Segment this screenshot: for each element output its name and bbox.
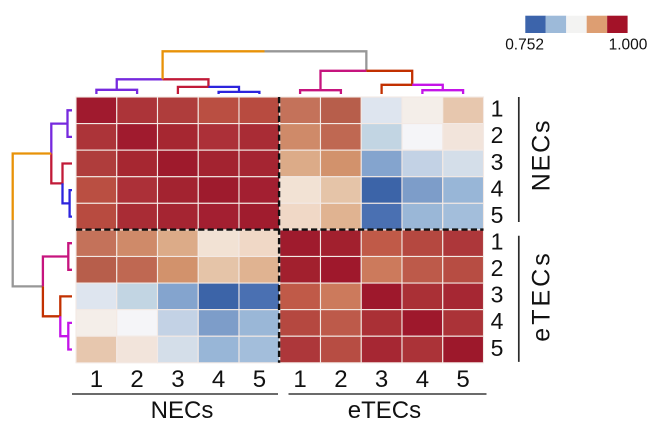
svg-text:3: 3	[491, 149, 504, 175]
svg-text:5: 5	[491, 335, 504, 361]
svg-text:4: 4	[416, 366, 429, 393]
svg-text:4: 4	[491, 175, 504, 201]
svg-text:2: 2	[130, 366, 143, 393]
svg-text:eTECs: eTECs	[528, 250, 556, 341]
svg-text:3: 3	[491, 282, 504, 308]
svg-text:5: 5	[491, 202, 504, 228]
svg-text:NECs: NECs	[528, 119, 556, 191]
svg-text:4: 4	[491, 308, 504, 334]
svg-text:2: 2	[491, 255, 504, 281]
svg-text:1: 1	[491, 229, 504, 255]
svg-text:NECs: NECs	[151, 397, 214, 424]
svg-text:2: 2	[334, 366, 347, 393]
svg-text:eTECs: eTECs	[348, 397, 421, 424]
svg-text:1: 1	[293, 366, 306, 393]
svg-text:4: 4	[212, 366, 225, 393]
svg-text:1: 1	[90, 366, 103, 393]
svg-text:3: 3	[375, 366, 388, 393]
svg-text:5: 5	[253, 366, 266, 393]
svg-text:2: 2	[491, 122, 504, 148]
svg-text:3: 3	[171, 366, 184, 393]
svg-text:5: 5	[456, 366, 469, 393]
svg-text:1: 1	[491, 96, 504, 122]
svg-text:1.000: 1.000	[609, 37, 648, 54]
svg-text:0.752: 0.752	[505, 37, 544, 54]
